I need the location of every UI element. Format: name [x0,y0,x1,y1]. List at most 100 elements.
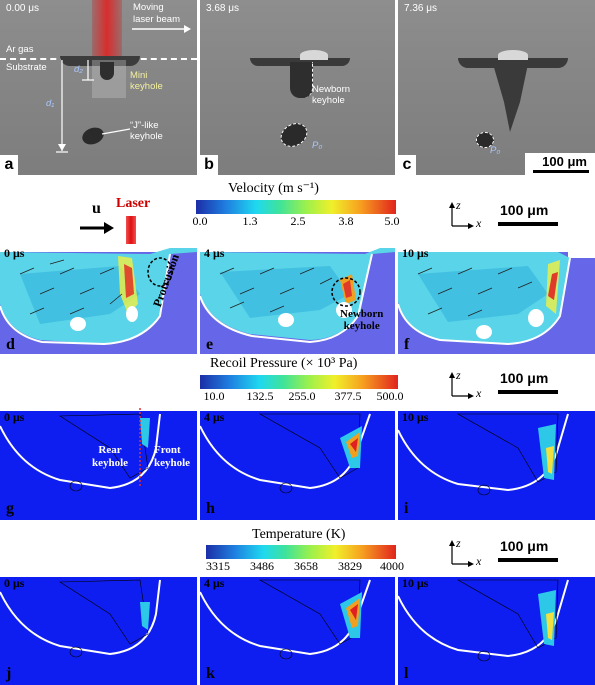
temperature-field-j [0,574,197,658]
scale-bar [498,558,558,562]
newborn-keyhole-label: Newborn keyhole [312,84,351,106]
pressure-field-h [200,408,395,494]
panel-letter-d: d [6,336,15,353]
time-label: 10 μs [402,576,429,590]
colorbar-tick: 132.5 [246,389,274,403]
scale-bar [498,222,558,226]
d1-label: d₁ [46,98,55,109]
panel-letter-k: k [206,665,215,682]
pressure-panel-h: 4 μs h [200,408,395,520]
surface-melt [458,58,568,68]
time-label: 0.00 μs [6,3,40,14]
colorbar-tick: 3486 [250,559,274,573]
pressure-colorbar [200,375,398,389]
panel-letter-b: b [200,155,218,175]
time-label: 10 μs [402,410,429,424]
rear-keyhole-label: Rear keyhole [92,444,129,469]
p0-label: P₀ [312,140,323,151]
panel-letter-h: h [206,500,215,517]
temperature-panel-j: 0 μs j [0,574,197,685]
panel-letter-f: f [404,336,410,353]
time-label: 0 μs [4,246,25,260]
d2-label: d₂ [74,64,83,75]
panel-letter-e: e [206,336,214,353]
time-label: 7.36 μs [404,3,438,14]
velocity-field-e [200,248,395,354]
panel-letter-a: a [0,155,18,175]
axis-x-label: x [476,216,482,230]
axis-z-label: z [456,368,461,382]
time-label: 4 μs [204,246,225,260]
surface-melt [60,56,140,66]
colorbar-tick: 10.0 [203,389,225,403]
axis-icon [449,372,474,399]
xray-panel-a: 0.00 μs Moving laser beam Ar gas Substra… [0,0,197,175]
laser-beam [126,216,136,254]
mini-keyhole [100,62,114,80]
colorbar-tick: 377.5 [334,389,362,403]
axis-x-label: x [476,386,482,400]
colorbar-tick: 3315 [206,559,230,573]
pressure-field-i [398,408,595,496]
panel-letter-g: g [6,500,14,517]
velocity-field-d [0,248,197,354]
pressure-field-g [0,408,197,492]
scale-label: 100 μm [500,202,549,218]
temperature-panel-l: 10 μs l [398,574,595,685]
scale-label: 100 μm [500,370,549,386]
panel-letter-l: l [404,665,409,682]
colorbar-tick: 1.3 [242,214,258,228]
scale-bar [533,170,589,173]
velocity-panel-e: 4 μs Newborn keyhole e [200,244,395,354]
time-label: 10 μs [402,246,429,260]
pore-p0 [276,118,312,152]
time-label: 3.68 μs [206,3,240,14]
substrate-label: Substrate [6,62,47,73]
pore-p0 [476,132,494,148]
temperature-field-l [398,574,595,662]
j-keyhole-label: “J”-like keyhole [130,120,163,142]
laser-label: Laser [116,196,151,211]
surface-bump [300,50,328,60]
time-label: 4 μs [204,576,225,590]
colorbar-tick: 3658 [294,559,318,573]
arrow-right-icon [80,222,114,234]
axis-z-label: z [456,198,461,212]
front-keyhole-label: Front keyhole [154,444,191,469]
scale-label: 100 μm [542,154,587,169]
arrow-right-icon [132,25,191,33]
pressure-colorbar-title: Recoil Pressure (× 10³ Pa) [210,356,358,371]
colorbar-tick: 4000 [380,559,404,573]
p0-label: P₀ [490,145,501,156]
temperature-colorbar-title: Temperature (K) [252,527,346,542]
temperature-panel-k: 4 μs k [200,574,395,685]
newborn-keyhole-label: Newborn keyhole [340,308,384,332]
axis-x-label: x [476,554,482,568]
pressure-panel-g: 0 μs Rear keyhole Front keyhole g [0,408,197,520]
u-label: u [92,200,101,217]
pressure-panel-i: 10 μs i [398,408,595,520]
colorbar-tick: 0.0 [192,214,208,228]
laser-beam [92,0,122,60]
axis-z-label: z [456,536,461,550]
temperature-field-k [200,574,395,660]
temperature-colorbar [206,545,396,559]
colorbar-tick: 3.8 [338,214,354,228]
xray-panel-b: 3.68 μs Newborn keyhole P₀ b [200,0,395,175]
laser-beam-label: Moving laser beam [133,2,180,25]
colorbar-tick: 3829 [338,559,362,573]
axis-icon [449,540,474,567]
depth-arrows [56,60,94,153]
colorbar-tick: 5.0 [384,214,400,228]
time-label: 0 μs [4,576,25,590]
mini-keyhole-label: Mini keyhole [130,70,163,92]
velocity-panel-d: 0 μs Protrusion d [0,244,197,354]
time-label: 0 μs [4,410,25,424]
colorbar-tick: 255.0 [288,389,316,403]
velocity-panel-f: 10 μs f [398,244,595,354]
time-label: 4 μs [204,410,225,424]
panel-letter-j: j [6,665,12,682]
deep-keyhole [493,64,528,132]
scale-box [525,153,595,175]
scale-label: 100 μm [500,538,549,554]
